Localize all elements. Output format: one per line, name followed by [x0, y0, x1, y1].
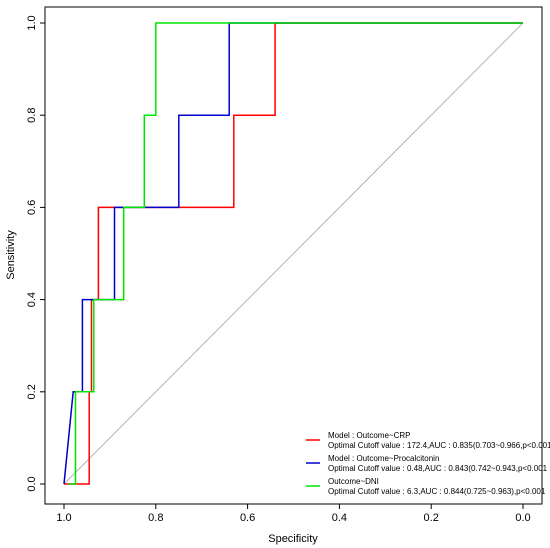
plot-frame — [44, 6, 543, 505]
y-tick-label: 0.6 — [26, 200, 38, 215]
roc-curve-1 — [64, 22, 523, 485]
y-axis-label: Sensitivity — [5, 230, 17, 280]
legend-series-name: Model : Outcome~Procalcitonin — [328, 454, 439, 463]
x-tick-label: 0.0 — [515, 512, 530, 524]
x-axis: 1.0 0.8 0.6 0.4 0.2 0.0 — [56, 504, 531, 524]
roc-curve-3 — [68, 22, 523, 485]
legend-series-name: Outcome~DNI — [328, 477, 379, 486]
x-axis-label: Specificity — [268, 533, 318, 545]
legend-series-detail: Optimal Cutoff value : 6.3,AUC : 0.844(0… — [328, 487, 546, 496]
y-tick-label: 0.0 — [26, 476, 38, 491]
x-tick-label: 0.2 — [424, 512, 439, 524]
x-tick-label: 0.4 — [332, 512, 347, 524]
x-tick-label: 0.8 — [148, 512, 163, 524]
legend-series-name: Model : Outcome~CRP — [328, 431, 410, 440]
series-layer — [63, 22, 523, 485]
y-tick-label: 0.2 — [26, 384, 38, 399]
legend-series-detail: Optimal Cutoff value : 172.4,AUC : 0.835… — [328, 441, 550, 450]
x-tick-label: 1.0 — [56, 512, 71, 524]
y-tick-label: 1.0 — [26, 15, 38, 30]
x-tick-label: 0.6 — [240, 512, 255, 524]
y-tick-label: 0.8 — [26, 108, 38, 123]
reference-diagonal — [63, 22, 524, 485]
legend-series-detail: Optimal Cutoff value : 0.48,AUC : 0.843(… — [328, 464, 548, 473]
y-tick-label: 0.4 — [26, 292, 38, 307]
y-axis: 0.0 0.2 0.4 0.6 0.8 1.0 — [26, 15, 45, 492]
